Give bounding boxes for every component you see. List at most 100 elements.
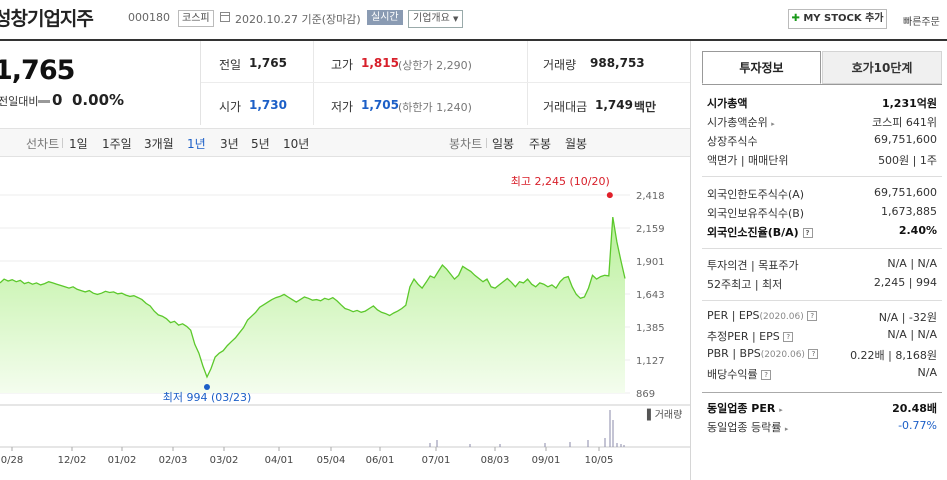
week52-row: 52주최고 | 최저 2,245 | 994: [707, 276, 937, 294]
quick-order-link[interactable]: 빠른주문: [903, 17, 940, 28]
foreign-limit-label: 외국인한도주식수(A): [707, 188, 805, 201]
stock-code: 000180: [128, 11, 170, 24]
shares-value: 69,751,600: [874, 133, 937, 146]
prev-close-label: 전일: [219, 58, 242, 72]
panel-divider: [690, 41, 691, 480]
amount-unit: 백만: [634, 100, 657, 114]
line-chart-label: 선차트: [26, 137, 60, 151]
period-3m[interactable]: 3개월: [144, 137, 174, 151]
stock-name: 성창기업지주: [0, 8, 94, 30]
amount-label: 거래대금: [543, 100, 588, 114]
price-summary: 1,765 전일대비 0 0.00%: [0, 41, 200, 125]
high-value: 1,815: [361, 56, 399, 70]
per-eps-label: PER | EPS: [707, 309, 760, 322]
help-icon[interactable]: ?: [807, 311, 818, 321]
pbr-bps-label: PBR | BPS: [707, 347, 761, 360]
face-value-value: 500원 | 1주: [878, 154, 937, 167]
market-cap-rank-value: 코스피 641위: [872, 116, 937, 129]
period-1d[interactable]: 1일: [69, 137, 88, 151]
x-tick-label: 09/01: [532, 455, 561, 466]
industry-change-label: 동일업종 등락률: [707, 421, 782, 434]
foreign-limit-value: 69,751,600: [874, 186, 937, 199]
face-value-row: 액면가 | 매매단위 500원 | 1주: [707, 152, 937, 170]
week52-value: 2,245 | 994: [873, 276, 937, 289]
candle-daily[interactable]: 일봉: [492, 137, 515, 151]
current-price: 1,765: [0, 55, 75, 86]
opinion-value: N/A | N/A: [887, 257, 937, 270]
est-per-eps-row: 추정PER | EPS ? N/A | N/A: [707, 328, 937, 346]
min-point: [203, 384, 210, 391]
add-my-stock-label: MY STOCK 추가: [803, 13, 884, 24]
amount-value: 1,749: [595, 98, 633, 112]
chevron-right-icon: ▸: [771, 120, 775, 128]
y-tick-label: 2,159: [636, 224, 665, 235]
realtime-button[interactable]: 실시간: [367, 10, 403, 25]
section-divider: [702, 248, 942, 249]
pbr-bps-row: PBR | BPS(2020.06) ? 0.22배 | 8,168원: [707, 347, 937, 365]
period-3y[interactable]: 3년: [220, 137, 239, 151]
open-label: 시가: [219, 100, 242, 114]
info-tabs: 투자정보 호가10단계: [702, 51, 942, 85]
y-tick-label: 869: [636, 389, 655, 400]
x-tick-label: 03/02: [210, 455, 239, 466]
period-10y[interactable]: 10년: [283, 137, 310, 151]
tab-investment-info[interactable]: 투자정보: [702, 51, 821, 84]
pbr-bps-value: 0.22배 | 8,168원: [850, 349, 937, 362]
volume-label: ▌거래량: [646, 408, 682, 421]
foreign-ratio-value: 2.40%: [898, 224, 937, 237]
company-info-dropdown[interactable]: 기업개요 ▼: [408, 10, 464, 28]
foreign-hold-value: 1,673,885: [881, 205, 937, 218]
change-value: 0: [52, 91, 63, 109]
x-tick-label: 08/03: [481, 455, 510, 466]
separator: [486, 138, 487, 148]
y-tick-label: 1,901: [636, 257, 665, 268]
dividend-value: N/A: [917, 366, 937, 379]
no-change-icon: [38, 100, 50, 103]
change-label: 전일대비: [0, 95, 39, 108]
price-chart[interactable]: 2,418 2,159 1,901 1,643 1,385 1,127 869 최고 2,24…: [0, 160, 690, 480]
volume-value: 988,753: [590, 56, 645, 70]
x-tick-label: 02/03: [159, 455, 188, 466]
column-divider: [527, 41, 528, 125]
price-chart-svg: 2,418 2,159 1,901 1,643 1,385 1,127 869 최고 2,24…: [0, 175, 690, 466]
company-info-label: 기업개요: [413, 13, 450, 24]
stock-header: 성창기업지주 000180 코스피 2020.10.27 기준(장마감) 실시간…: [0, 0, 947, 41]
candle-weekly[interactable]: 주봉: [529, 137, 552, 151]
opinion-row: 투자의견 | 목표주가 N/A | N/A: [707, 257, 937, 275]
opinion-label: 투자의견 | 목표주가: [707, 259, 799, 272]
x-tick-label: 01/02: [108, 455, 137, 466]
help-icon[interactable]: ?: [783, 332, 794, 342]
candle-chart-label: 봉차트: [449, 137, 483, 151]
help-icon[interactable]: ?: [808, 349, 819, 359]
per-eps-date: (2020.06): [759, 312, 804, 322]
x-tick-label: 04/01: [265, 455, 294, 466]
help-icon[interactable]: ?: [761, 370, 772, 380]
dividend-row: 배당수익률 ? N/A: [707, 366, 937, 384]
row-divider: [201, 82, 691, 83]
foreign-hold-label: 외국인보유주식수(B): [707, 207, 805, 220]
period-1w[interactable]: 1주일: [102, 137, 132, 151]
low-value: 1,705: [361, 98, 399, 112]
prev-close-value: 1,765: [249, 56, 287, 70]
period-1y[interactable]: 1년: [187, 137, 206, 151]
dividend-label: 배당수익률: [707, 368, 758, 381]
market-cap-label: 시가총액: [707, 97, 748, 110]
industry-change-row[interactable]: 동일업종 등락률 ▸ -0.77%: [707, 419, 937, 437]
market-cap-rank-label: 시가총액순위: [707, 116, 768, 129]
max-label: 최고 2,245 (10/20): [511, 175, 610, 188]
add-my-stock-button[interactable]: ✚ MY STOCK 추가: [788, 9, 887, 29]
separator: [62, 138, 63, 148]
x-tick-label: 06/01: [366, 455, 395, 466]
change-percent: 0.00%: [72, 91, 125, 109]
help-icon[interactable]: ?: [802, 228, 813, 238]
section-divider: [702, 176, 942, 177]
min-label: 최저 994 (03/23): [163, 391, 252, 404]
low-label: 저가: [331, 100, 354, 114]
market-cap-rank-row[interactable]: 시가총액순위 ▸ 코스피 641위: [707, 114, 937, 132]
shares-row: 상장주식수 69,751,600: [707, 133, 937, 151]
industry-per-row[interactable]: 동일업종 PER ▸ 20.48배: [707, 400, 937, 418]
x-tick-label: 05/04: [317, 455, 346, 466]
tab-order-book[interactable]: 호가10단계: [822, 51, 942, 84]
candle-monthly[interactable]: 월봉: [565, 137, 588, 151]
period-5y[interactable]: 5년: [251, 137, 270, 151]
